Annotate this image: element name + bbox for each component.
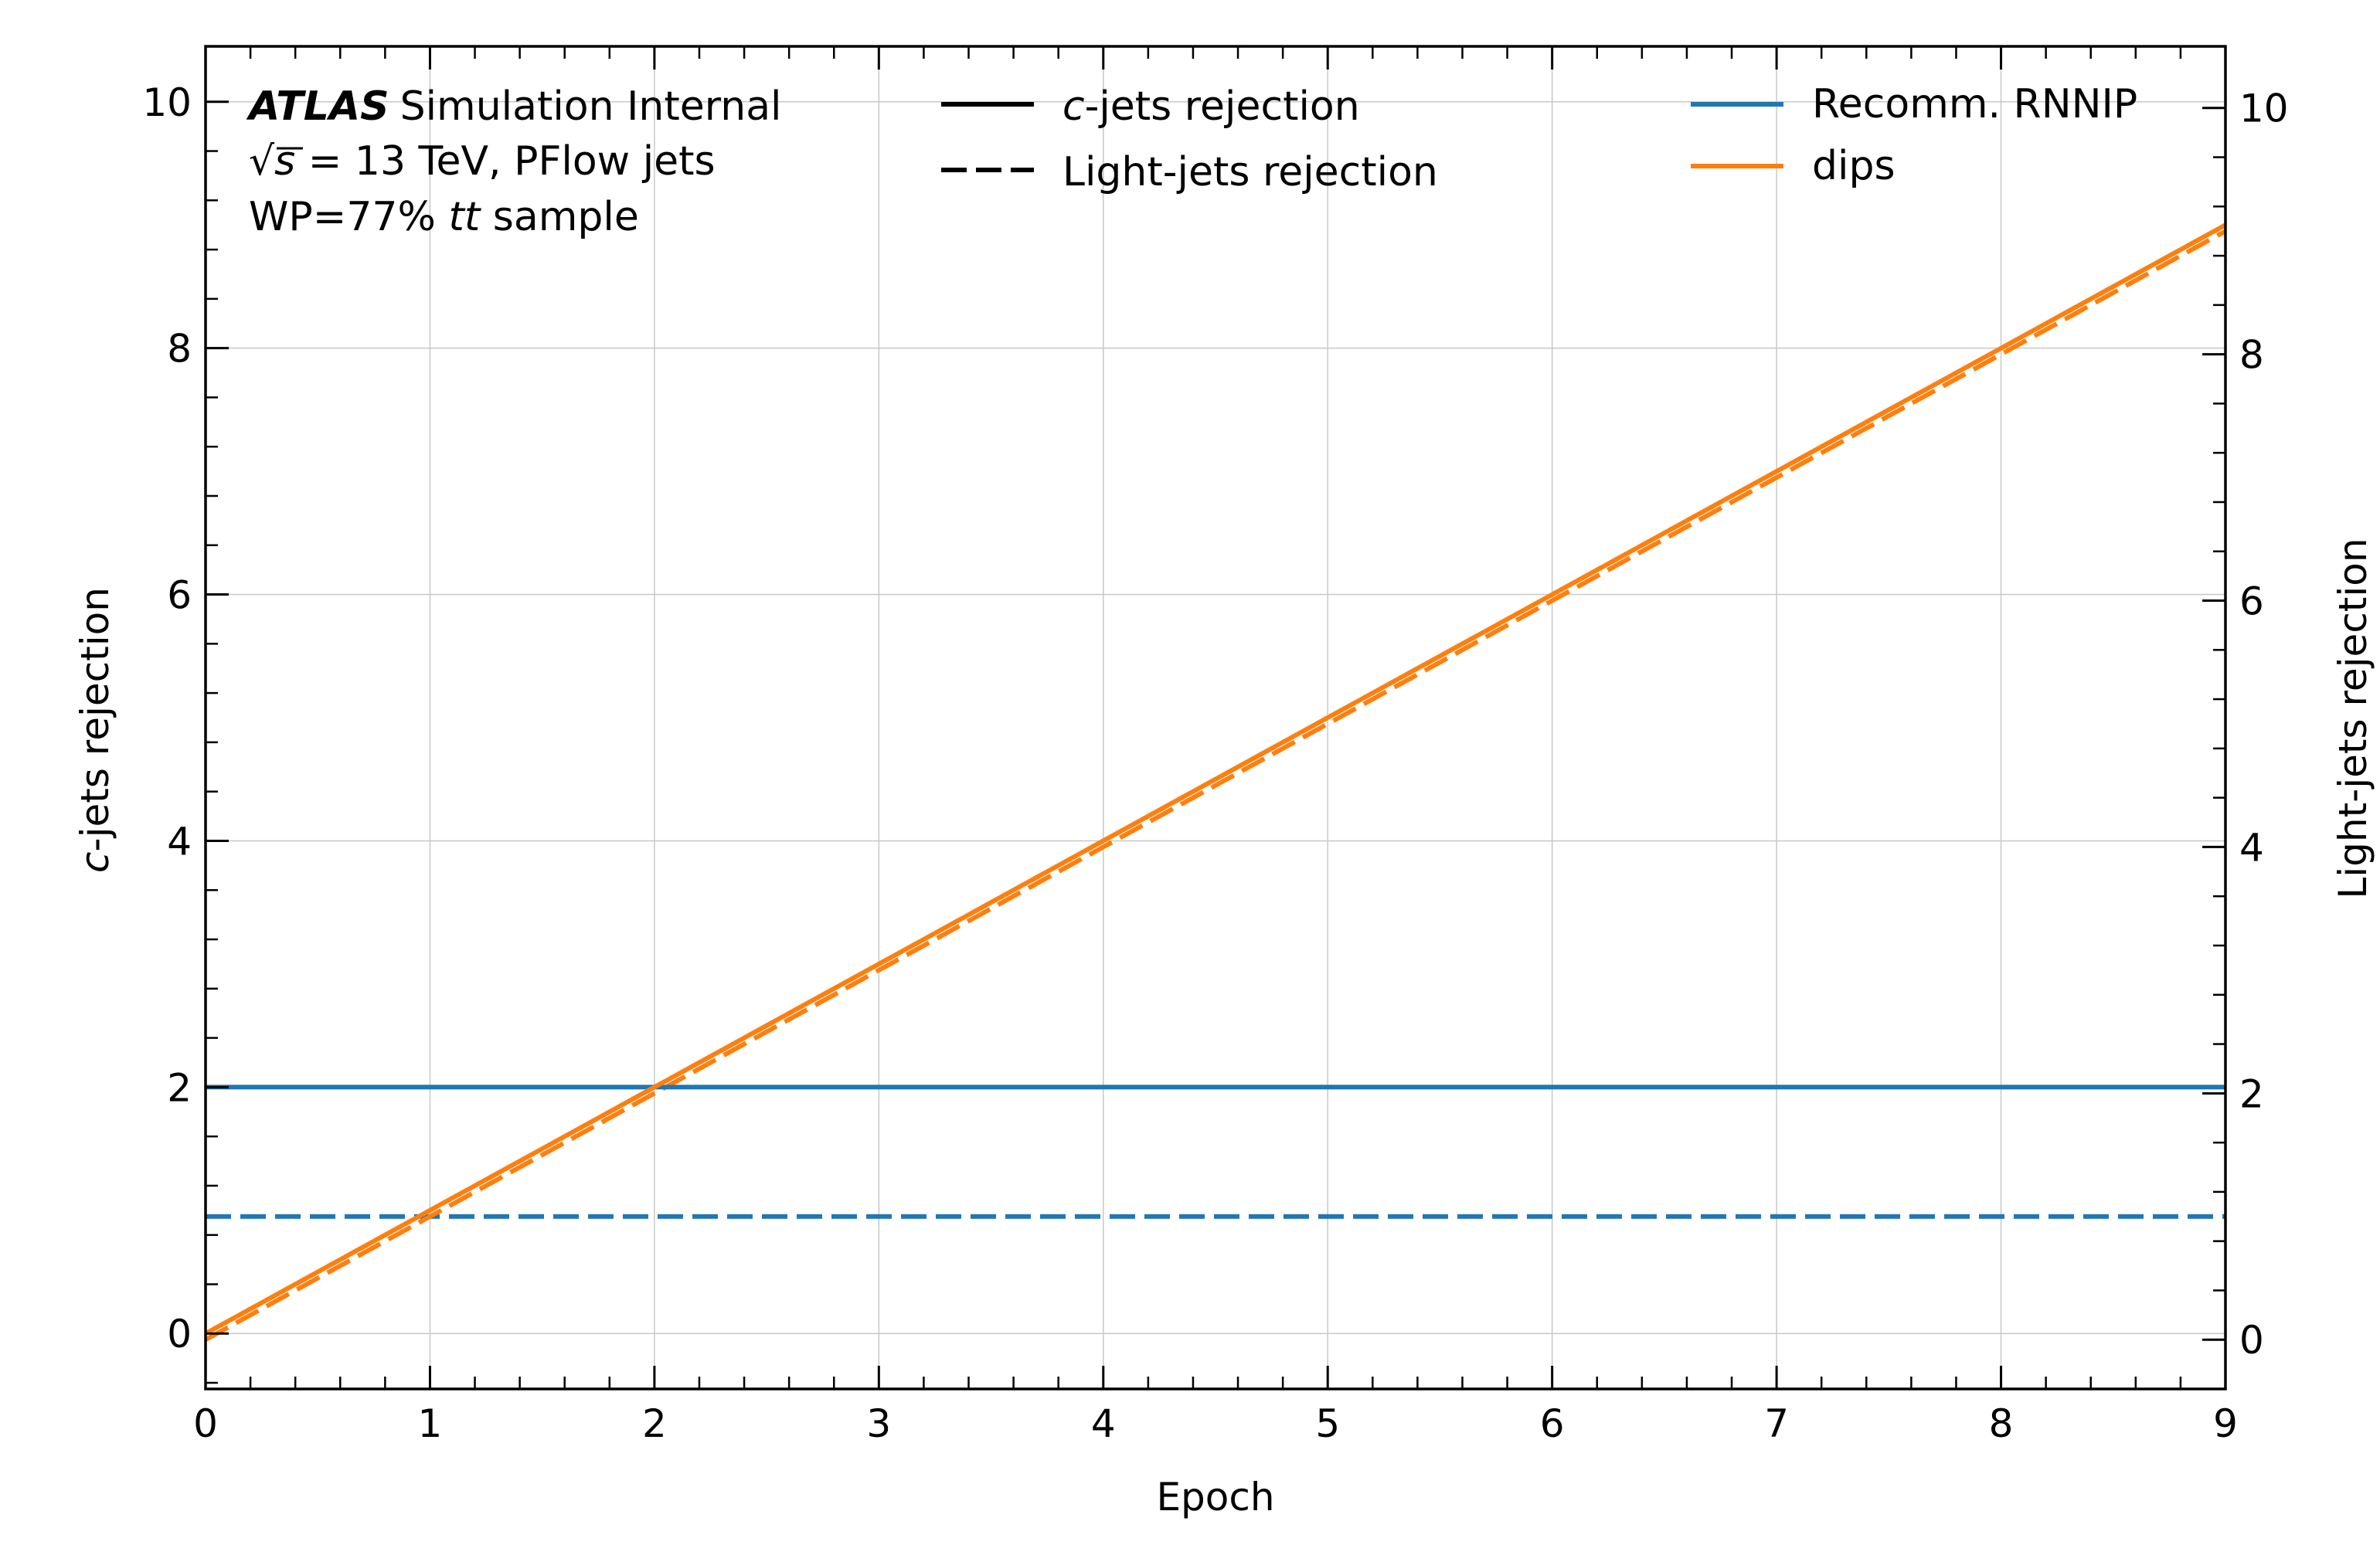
y-right-tick-label: 2 [2239, 1071, 2264, 1116]
legend-solid-label: c-jets rejection [1062, 83, 1360, 130]
x-tick-label: 0 [193, 1401, 218, 1446]
y-axis-label-right: Light-jets rejection [2331, 538, 2375, 898]
x-tick-label: 3 [866, 1401, 891, 1446]
x-tick-label: 5 [1315, 1401, 1340, 1446]
x-tick-label: 2 [642, 1401, 667, 1446]
x-tick-label: 8 [1989, 1401, 2014, 1446]
legend-rnnip-label: Recomm. RNNIP [1812, 81, 2137, 127]
x-tick-label: 6 [1540, 1401, 1565, 1446]
y-left-tick-label: 10 [142, 80, 192, 125]
dips-c-jets-line [204, 222, 2227, 1336]
y-right-tick-label: 0 [2239, 1318, 2264, 1363]
y-left-tick-label: 0 [167, 1312, 192, 1357]
y-right-tick-label: 4 [2239, 825, 2264, 870]
y-left-tick-label: 4 [167, 819, 192, 864]
x-tick-label: 7 [1764, 1401, 1789, 1446]
wp-label: WP=77% tt sample [249, 194, 639, 240]
x-axis-label: Epoch [1156, 1475, 1274, 1520]
y-left-tick-label: 8 [167, 327, 192, 372]
dips-light-jets-line [204, 229, 2227, 1342]
y-right-tick-label: 10 [2239, 87, 2289, 131]
x-tick-label: 9 [2213, 1401, 2238, 1446]
y-axis-label-left: c-jets rejection [73, 587, 117, 873]
legend-dashed-label: Light-jets rejection [1062, 149, 1438, 195]
x-tick-label: 4 [1091, 1401, 1116, 1446]
legend-dips-label: dips [1812, 143, 1896, 189]
y-right-tick-label: 8 [2239, 333, 2264, 378]
atlas-label: ATLAS Simulation Internal [246, 83, 782, 130]
energy-label: √s = 13 TeV, PFlow jets [249, 138, 716, 185]
y-left-tick-label: 2 [167, 1065, 192, 1110]
x-tick-label: 1 [418, 1401, 443, 1446]
plot-frame [204, 45, 2227, 1390]
series-lines [204, 222, 2227, 1342]
y-left-tick-label: 6 [167, 573, 192, 618]
y-right-tick-label: 6 [2239, 579, 2264, 624]
